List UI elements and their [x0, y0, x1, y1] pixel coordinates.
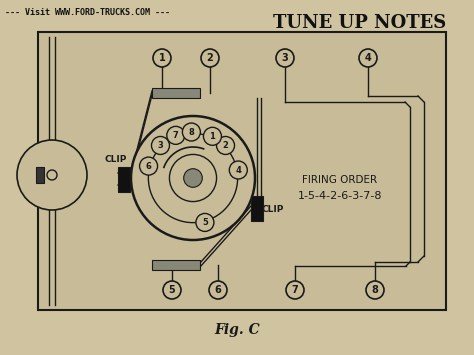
Text: 8: 8: [372, 285, 378, 295]
Text: 1: 1: [210, 132, 215, 141]
Circle shape: [229, 161, 247, 179]
Circle shape: [359, 49, 377, 67]
Bar: [152, 260, 200, 270]
Circle shape: [184, 169, 202, 187]
Text: 6: 6: [215, 285, 221, 295]
Bar: [152, 88, 200, 98]
Circle shape: [17, 140, 87, 210]
Text: 7: 7: [292, 285, 298, 295]
Text: TUNE UP NOTES: TUNE UP NOTES: [273, 14, 447, 32]
Text: --- Visit WWW.FORD-TRUCKS.COM ---: --- Visit WWW.FORD-TRUCKS.COM ---: [5, 8, 170, 17]
Text: 3: 3: [157, 141, 164, 150]
Text: 1: 1: [159, 53, 165, 63]
Circle shape: [182, 123, 201, 141]
Circle shape: [148, 133, 237, 223]
Circle shape: [209, 281, 227, 299]
Circle shape: [163, 281, 181, 299]
Circle shape: [47, 170, 57, 180]
Text: CLIP: CLIP: [262, 206, 284, 214]
Text: 5: 5: [202, 218, 208, 227]
Text: 7: 7: [173, 131, 179, 140]
Circle shape: [131, 116, 255, 240]
Bar: [36, 167, 44, 183]
Circle shape: [167, 126, 185, 144]
Circle shape: [286, 281, 304, 299]
Circle shape: [366, 281, 384, 299]
Text: FIRING ORDER: FIRING ORDER: [302, 175, 378, 185]
Circle shape: [139, 157, 157, 175]
Circle shape: [169, 154, 217, 202]
Text: 8: 8: [189, 127, 194, 137]
Text: 1-5-4-2-6-3-7-8: 1-5-4-2-6-3-7-8: [298, 191, 382, 201]
Circle shape: [217, 136, 235, 154]
Text: 4: 4: [365, 53, 371, 63]
Circle shape: [203, 127, 221, 145]
Text: 5: 5: [169, 285, 175, 295]
Circle shape: [196, 213, 214, 231]
Text: 4: 4: [236, 165, 241, 175]
Circle shape: [153, 49, 171, 67]
Text: 2: 2: [223, 141, 228, 150]
Text: 3: 3: [282, 53, 288, 63]
Circle shape: [152, 136, 170, 154]
FancyBboxPatch shape: [38, 32, 446, 310]
Bar: [118, 167, 130, 192]
Circle shape: [201, 49, 219, 67]
Text: 6: 6: [146, 162, 152, 171]
Text: Fig. C: Fig. C: [214, 323, 260, 337]
Text: CLIP: CLIP: [105, 155, 127, 164]
Text: 2: 2: [207, 53, 213, 63]
Bar: [251, 196, 263, 221]
Circle shape: [276, 49, 294, 67]
